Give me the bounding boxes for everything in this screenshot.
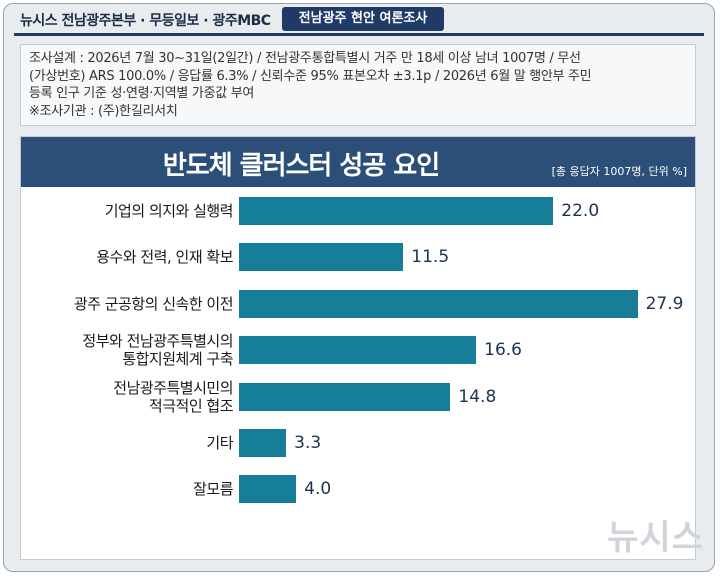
value-label: 4.0 <box>304 479 332 500</box>
survey-line: ※조사기관 : (주)한길리서치 <box>29 103 178 119</box>
survey-line: 조사설계 : 2026년 7월 30~31일(2일간) / 전남광주통합특별시 … <box>29 51 581 66</box>
bar <box>239 382 451 411</box>
watermark-logo: 뉴시스 <box>607 518 704 558</box>
header-divider <box>14 33 704 36</box>
chart-title-bar: 반도체 클러스터 성공 요인 [총 응답자 1007명, 단위 %] <box>21 137 695 187</box>
chart-title: 반도체 클러스터 성공 요인 <box>162 151 440 181</box>
value-label: 22.0 <box>561 201 600 221</box>
value-label: 16.6 <box>484 340 522 361</box>
survey-line: 등록 인구 기준 성·연령·지역별 가중값 부여 <box>29 86 255 101</box>
value-label: 3.3 <box>294 433 322 453</box>
header-sources: 뉴시스 전남광주본부 · 무등일보 · 광주MBC <box>20 13 271 29</box>
category-label: 광주 군공항의 신속한 이전 <box>73 294 234 313</box>
category-label: 잘모름 <box>193 480 233 499</box>
category-label: 정부와 전남광주특별시의 통합지원체계 구축 <box>82 332 233 369</box>
bar <box>239 336 477 365</box>
header-tag: 전남광주 현안 여론조사 <box>282 7 444 31</box>
value-label: 11.5 <box>411 247 450 268</box>
bar <box>239 243 404 272</box>
survey-line: (가상번호) ARS 100.0% / 응답률 6.3% / 신뢰수준 95% … <box>29 68 592 84</box>
category-label: 전남광주특별시민의 적극적인 협조 <box>113 378 233 415</box>
survey-info-box: 조사설계 : 2026년 7월 30~31일(2일간) / 전남광주통합특별시 … <box>20 44 696 126</box>
bar <box>239 475 297 504</box>
bar <box>239 429 287 457</box>
category-label: 기업의 의지와 실행력 <box>104 202 234 220</box>
value-label: 27.9 <box>645 293 684 314</box>
category-label: 용수와 전력, 인재 확보 <box>96 248 233 267</box>
bar <box>239 197 554 225</box>
category-label: 기타 <box>206 434 233 452</box>
chart-note: [총 응답자 1007명, 단위 %] <box>551 165 687 178</box>
bar <box>239 289 638 318</box>
value-label: 14.8 <box>458 386 497 407</box>
chart-panel: 반도체 클러스터 성공 요인 [총 응답자 1007명, 단위 %] 기업의 의… <box>20 136 696 560</box>
